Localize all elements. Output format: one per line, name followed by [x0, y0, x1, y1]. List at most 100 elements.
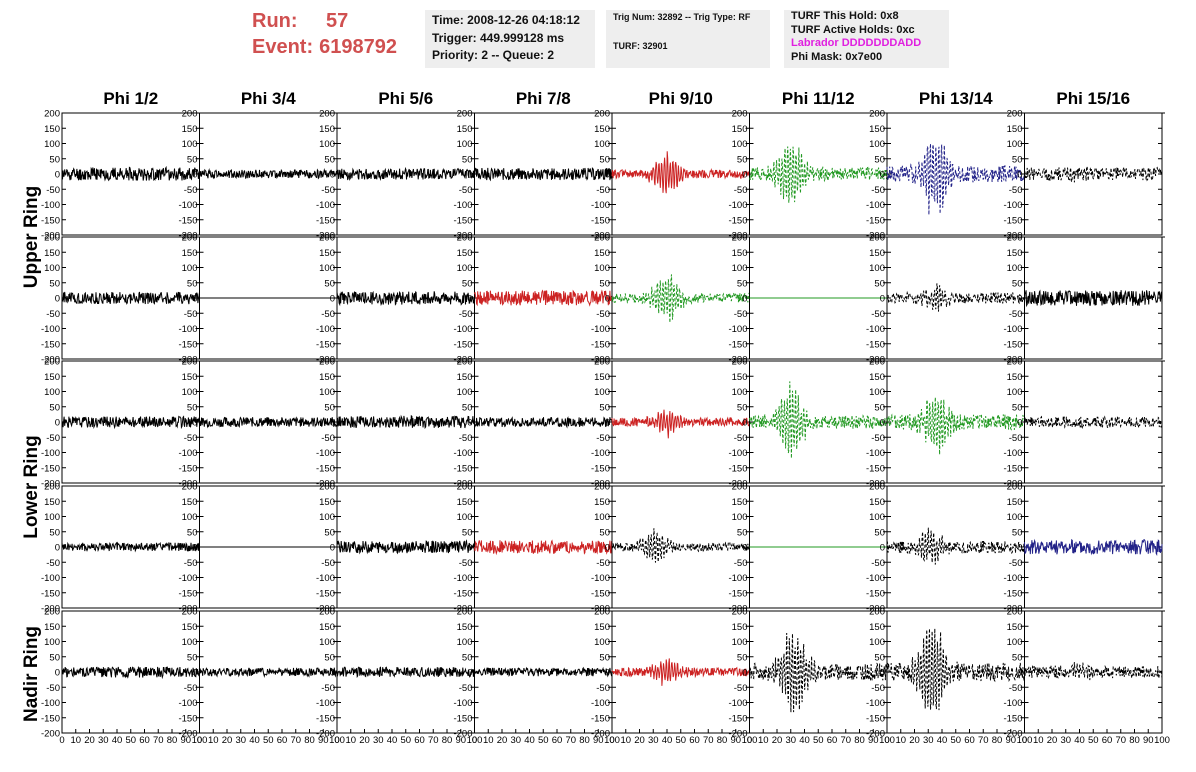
y-tick-label: 0: [467, 294, 472, 305]
y-tick-label: 100: [1007, 512, 1023, 523]
y-tick-label: -200: [453, 604, 472, 615]
y-tick-label: 100: [732, 637, 748, 648]
y-tick-label: -150: [728, 713, 747, 724]
y-tick-label: -150: [316, 713, 335, 724]
x-tick-label: 70: [428, 735, 439, 746]
y-tick-label: -100: [728, 324, 747, 335]
y-tick-label: -200: [866, 604, 885, 615]
x-tick-label: 0: [609, 735, 614, 746]
y-tick-label: 200: [182, 233, 198, 244]
y-tick-label: -150: [453, 339, 472, 350]
y-tick-label: -200: [41, 479, 60, 490]
x-tick-label: 20: [84, 735, 95, 746]
y-tick-label: -100: [453, 448, 472, 459]
trig-num-text: Trig Num: 32892 -- Trig Type: RF: [613, 12, 751, 22]
y-tick-label: -100: [178, 324, 197, 335]
y-tick-label: -100: [866, 448, 885, 459]
x-tick-label: 50: [125, 735, 136, 746]
run-event-box: Run: 57 Event: 6198792: [252, 8, 412, 64]
waveform-trace: [611, 528, 750, 563]
x-tick-label: 10: [1033, 735, 1044, 746]
x-tick-label: 80: [167, 735, 178, 746]
y-tick-label: 50: [324, 402, 335, 413]
y-tick-label: 0: [330, 668, 335, 679]
y-tick-label: 50: [737, 527, 748, 538]
waveform-trace: [199, 416, 338, 429]
y-tick-label: -200: [41, 231, 60, 242]
waveform-trace: [886, 527, 1025, 565]
y-tick-label: -200: [41, 604, 60, 615]
y-tick-label: -200: [728, 355, 747, 366]
y-tick-label: 200: [594, 357, 610, 368]
y-tick-label: -150: [41, 713, 60, 724]
y-tick-label: 100: [44, 139, 60, 150]
y-tick-label: 100: [732, 263, 748, 274]
turf-hold-text: TURF This Hold: 0x8: [791, 10, 899, 22]
y-tick-label: -50: [184, 433, 198, 444]
y-tick-label: -50: [184, 683, 198, 694]
y-tick-label: -100: [41, 698, 60, 709]
y-tick-label: 50: [462, 278, 473, 289]
waveform-trace: [199, 167, 338, 180]
y-tick-label: 200: [44, 607, 60, 618]
y-tick-label: 150: [457, 497, 473, 508]
column-header: Phi 1/2: [103, 89, 158, 108]
y-tick-label: 150: [44, 248, 60, 259]
y-tick-label: -100: [453, 698, 472, 709]
y-tick-label: -50: [596, 185, 610, 196]
y-tick-label: -50: [321, 683, 335, 694]
y-tick-label: 0: [742, 170, 747, 181]
y-tick-label: 150: [182, 622, 198, 633]
y-tick-label: 200: [869, 607, 885, 618]
y-tick-label: 100: [1007, 637, 1023, 648]
y-tick-label: -100: [41, 448, 60, 459]
column-header: Phi 3/4: [241, 89, 296, 108]
waveform-trace: [1024, 538, 1163, 556]
y-tick-label: 0: [880, 294, 885, 305]
y-tick-label: 100: [1007, 387, 1023, 398]
x-tick-label: 80: [854, 735, 865, 746]
waveform-trace: [886, 628, 1025, 711]
y-tick-label: -50: [459, 309, 473, 320]
y-tick-label: 0: [467, 543, 472, 554]
x-tick-label: 50: [950, 735, 961, 746]
y-tick-label: 100: [869, 512, 885, 523]
y-tick-label: 50: [599, 154, 610, 165]
y-tick-label: 200: [182, 607, 198, 618]
waveform-trace: [336, 539, 475, 555]
y-tick-label: 0: [1017, 170, 1022, 181]
waveform-trace: [199, 667, 338, 679]
y-tick-label: 200: [457, 607, 473, 618]
x-tick-label: 90: [1005, 735, 1016, 746]
x-tick-label: 40: [524, 735, 535, 746]
waveform-trace: [474, 539, 613, 556]
y-tick-label: -150: [728, 339, 747, 350]
y-tick-label: -100: [728, 573, 747, 584]
y-tick-label: 200: [869, 109, 885, 120]
y-tick-label: 50: [462, 527, 473, 538]
y-tick-label: 100: [869, 387, 885, 398]
x-tick-label: 40: [799, 735, 810, 746]
y-tick-label: 200: [1007, 233, 1023, 244]
column-header: Phi 11/12: [782, 89, 855, 108]
x-tick-label: 40: [387, 735, 398, 746]
y-tick-label: 50: [599, 402, 610, 413]
y-tick-label: -150: [591, 713, 610, 724]
run-label: Run:: [252, 10, 298, 32]
y-tick-label: 50: [187, 652, 198, 663]
x-tick-label: 10: [620, 735, 631, 746]
y-tick-label: 50: [187, 278, 198, 289]
y-tick-label: -50: [1009, 683, 1023, 694]
y-tick-label: 50: [737, 402, 748, 413]
y-tick-label: -200: [453, 355, 472, 366]
time-info-box: Time: 2008-12-26 04:18:12 Trigger: 449.9…: [425, 10, 595, 68]
y-tick-label: -200: [728, 729, 747, 740]
x-tick-label: 100: [192, 735, 208, 746]
turf-active-text: TURF Active Holds: 0xc: [791, 23, 915, 36]
x-tick-label: 60: [552, 735, 563, 746]
y-tick-label: 200: [319, 109, 335, 120]
x-tick-label: 30: [1060, 735, 1071, 746]
y-tick-label: 100: [732, 387, 748, 398]
x-tick-label: 60: [277, 735, 288, 746]
waveform-trace: [1024, 289, 1163, 308]
